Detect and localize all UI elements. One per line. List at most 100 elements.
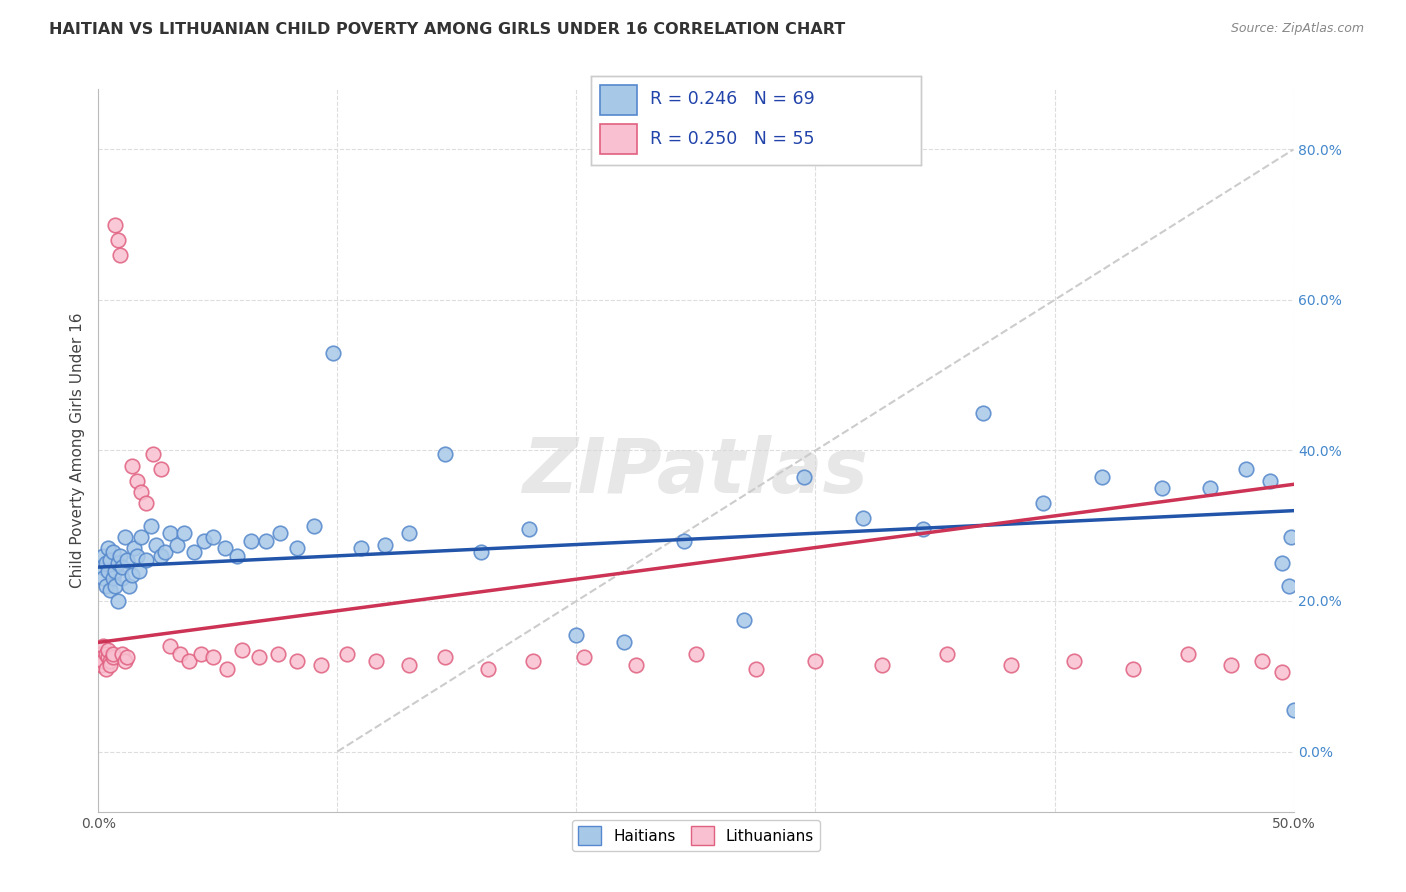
Point — [149, 462, 172, 476]
Text: R = 0.246   N = 69: R = 0.246 N = 69 — [650, 90, 814, 109]
Point — [626, 657, 648, 672]
Legend: Haitians, Lithuanians: Haitians, Lithuanians — [572, 820, 820, 851]
Point — [121, 567, 143, 582]
Point — [118, 579, 141, 593]
Point — [364, 654, 387, 668]
Point — [108, 549, 131, 563]
Point — [202, 530, 225, 544]
Point — [98, 654, 122, 668]
Point — [217, 662, 239, 676]
Point — [135, 552, 157, 566]
Point — [1000, 657, 1022, 672]
Point — [97, 643, 120, 657]
Point — [131, 484, 153, 499]
Text: Source: ZipAtlas.com: Source: ZipAtlas.com — [1230, 22, 1364, 36]
Point — [111, 647, 134, 661]
Point — [231, 643, 253, 657]
Point — [302, 518, 325, 533]
Point — [240, 533, 263, 548]
Point — [733, 613, 755, 627]
Point — [565, 628, 588, 642]
Point — [97, 650, 120, 665]
Point — [91, 571, 114, 585]
Point — [107, 233, 129, 247]
Point — [111, 560, 134, 574]
Point — [98, 657, 122, 672]
Bar — [600, 124, 637, 154]
Point — [128, 564, 150, 578]
Point — [101, 545, 124, 559]
Point — [374, 537, 396, 551]
Point — [254, 533, 277, 548]
Point — [107, 594, 129, 608]
Point — [267, 647, 290, 661]
Point — [108, 248, 131, 262]
Point — [1122, 662, 1144, 676]
Point — [155, 545, 177, 559]
Point — [114, 530, 136, 544]
Point — [193, 533, 215, 548]
Point — [1032, 496, 1054, 510]
Point — [97, 564, 120, 578]
Point — [94, 557, 117, 571]
Point — [159, 526, 181, 541]
Point — [322, 345, 344, 359]
Point — [1278, 579, 1301, 593]
Point — [111, 571, 134, 585]
Point — [285, 654, 308, 668]
Point — [97, 541, 120, 556]
Point — [169, 647, 191, 661]
Point — [852, 511, 875, 525]
Text: R = 0.250   N = 55: R = 0.250 N = 55 — [650, 129, 814, 148]
Point — [522, 654, 544, 668]
Point — [1279, 530, 1302, 544]
Point — [1199, 481, 1222, 495]
Point — [911, 523, 934, 537]
Point — [285, 541, 308, 556]
Point — [91, 654, 114, 668]
Point — [309, 657, 332, 672]
Point — [1091, 470, 1114, 484]
Point — [173, 526, 195, 541]
Point — [572, 650, 595, 665]
Point — [104, 579, 127, 593]
Point — [90, 657, 112, 672]
Point — [104, 564, 127, 578]
Point — [179, 654, 201, 668]
Point — [98, 552, 122, 566]
Point — [1152, 481, 1174, 495]
Point — [101, 650, 124, 665]
Point — [398, 657, 420, 672]
Point — [91, 549, 114, 563]
Text: ZIPatlas: ZIPatlas — [523, 435, 869, 509]
Point — [685, 647, 707, 661]
Point — [1234, 462, 1257, 476]
Point — [872, 657, 894, 672]
Text: HAITIAN VS LITHUANIAN CHILD POVERTY AMONG GIRLS UNDER 16 CORRELATION CHART: HAITIAN VS LITHUANIAN CHILD POVERTY AMON… — [49, 22, 845, 37]
Point — [1251, 654, 1274, 668]
Y-axis label: Child Poverty Among Girls Under 16: Child Poverty Among Girls Under 16 — [69, 313, 84, 588]
Point — [336, 647, 359, 661]
Point — [107, 557, 129, 571]
Point — [131, 530, 153, 544]
Point — [202, 650, 225, 665]
Point — [142, 447, 165, 461]
Point — [793, 470, 815, 484]
Point — [1271, 557, 1294, 571]
Point — [1258, 474, 1281, 488]
Point — [613, 635, 636, 649]
Point — [104, 218, 127, 232]
Point — [1177, 647, 1199, 661]
Point — [214, 541, 236, 556]
Point — [135, 496, 157, 510]
Point — [517, 523, 540, 537]
Point — [121, 458, 143, 473]
Point — [115, 552, 138, 566]
Point — [745, 662, 768, 676]
Point — [247, 650, 270, 665]
Point — [972, 406, 994, 420]
Point — [90, 560, 112, 574]
Point — [434, 447, 457, 461]
Point — [115, 650, 138, 665]
Point — [1282, 703, 1305, 717]
